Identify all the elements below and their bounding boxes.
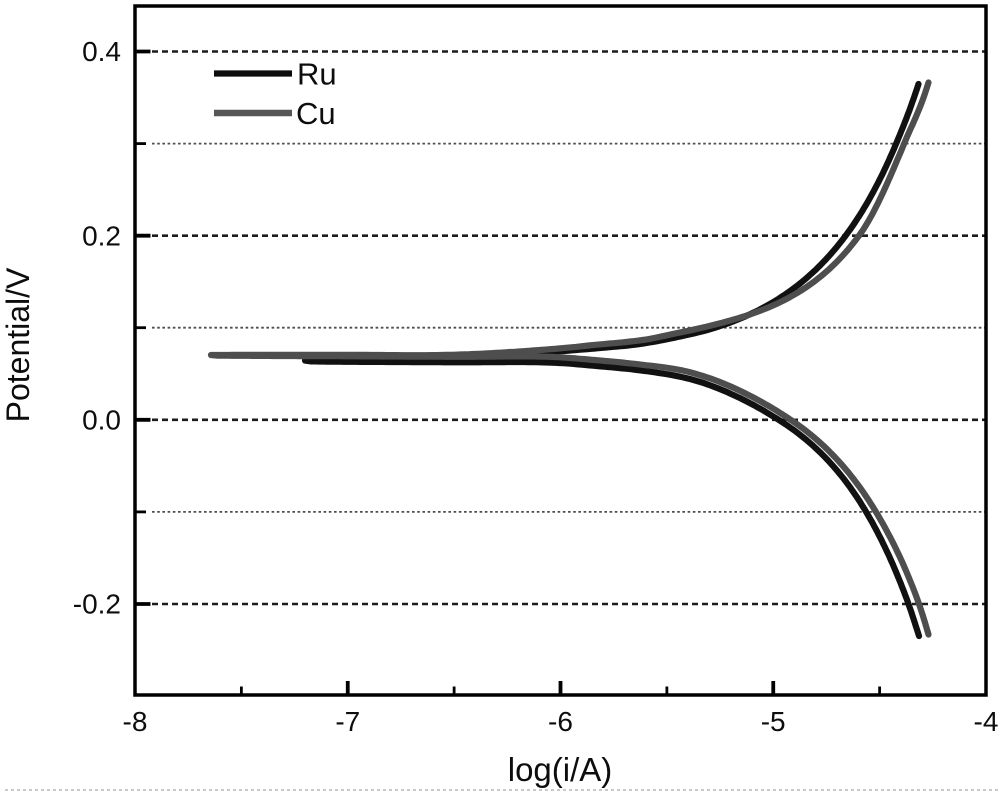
svg-text:-7: -7 <box>335 706 360 737</box>
svg-text:Potential/V: Potential/V <box>0 267 36 422</box>
svg-text:Cu: Cu <box>296 96 336 131</box>
svg-text:Ru: Ru <box>297 56 337 91</box>
svg-text:-5: -5 <box>761 706 786 737</box>
svg-text:-4: -4 <box>974 706 999 737</box>
svg-text:-6: -6 <box>548 706 573 737</box>
svg-text:log(i/A): log(i/A) <box>508 751 613 788</box>
svg-text:0.2: 0.2 <box>82 220 121 251</box>
svg-text:-8: -8 <box>123 706 148 737</box>
svg-text:0.4: 0.4 <box>82 36 121 67</box>
svg-text:-0.2: -0.2 <box>73 589 121 620</box>
svg-text:0.0: 0.0 <box>82 405 121 436</box>
